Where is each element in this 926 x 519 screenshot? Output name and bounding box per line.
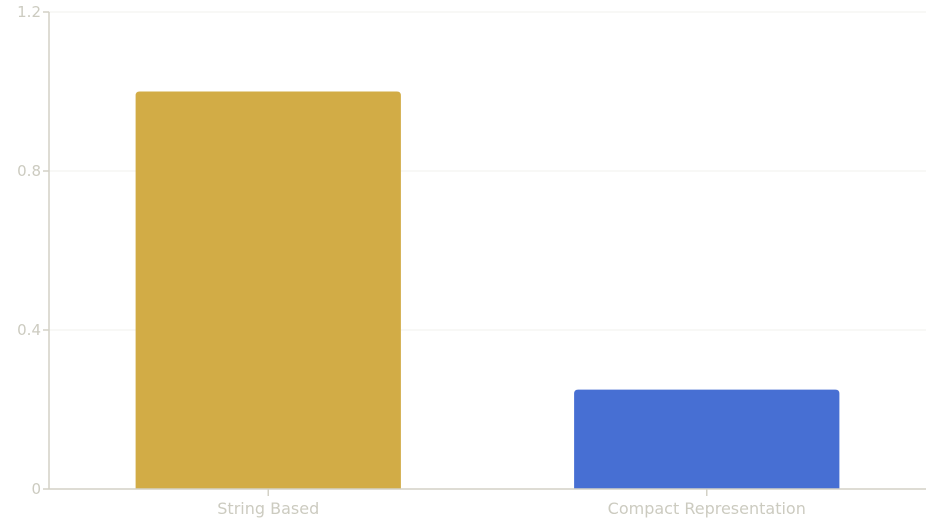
x-axis-ticks: String Based Compact Representation xyxy=(217,489,806,518)
y-tick-label: 0.8 xyxy=(17,162,41,180)
y-tick-label: 1.2 xyxy=(17,3,41,21)
axes xyxy=(48,12,926,490)
y-axis-ticks: 0 0.4 0.8 1.2 xyxy=(17,3,49,498)
bar-compact-representation xyxy=(574,389,840,489)
x-tick-label: Compact Representation xyxy=(608,499,806,518)
y-tick-label: 0.4 xyxy=(17,321,41,339)
bar-string-based xyxy=(135,91,401,489)
y-tick-label: 0 xyxy=(31,480,41,498)
bars xyxy=(135,91,840,489)
x-tick-label: String Based xyxy=(217,499,319,518)
